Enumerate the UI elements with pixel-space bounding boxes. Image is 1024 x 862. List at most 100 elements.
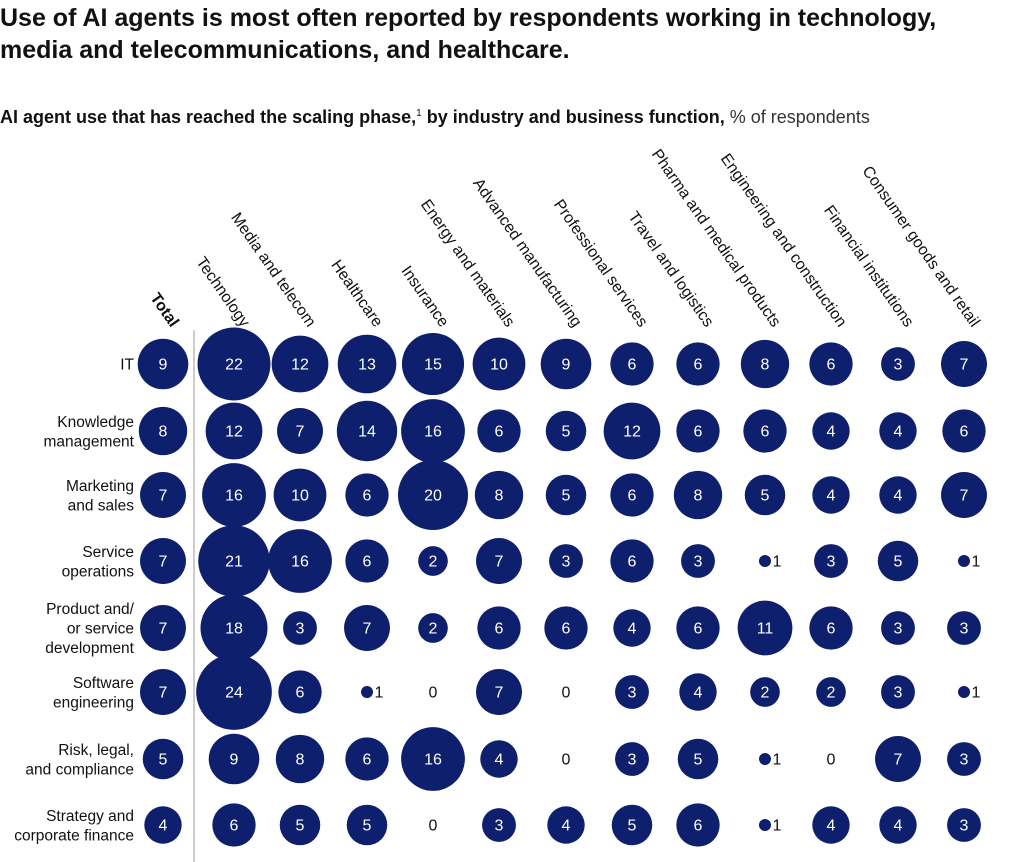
value-label: 5 — [628, 818, 637, 835]
bubble-cell: 5 — [545, 410, 587, 452]
value-label: 5 — [562, 424, 571, 441]
column-header: Engineering and construction — [717, 151, 850, 331]
value-label: 7 — [159, 554, 168, 571]
bubble — [545, 410, 587, 452]
bubble-cell: 2 — [816, 677, 846, 707]
subtitle-main: AI agent use that has reached the scalin… — [0, 107, 417, 127]
bubble — [279, 804, 321, 846]
bubble — [958, 555, 970, 567]
bubble-cell: 12 — [271, 335, 329, 393]
bubble-cell: 2 — [750, 677, 780, 707]
bubble — [474, 470, 524, 520]
value-label: 11 — [757, 621, 774, 638]
bubble — [476, 669, 522, 715]
value-label: 3 — [894, 357, 903, 374]
value-label: 5 — [761, 488, 770, 505]
bubble-cell: 5 — [744, 474, 786, 516]
value-label: 7 — [159, 685, 168, 702]
bubble-cell: 4 — [812, 806, 850, 844]
bubble — [397, 459, 469, 531]
bubble — [212, 803, 256, 847]
bubble — [140, 605, 186, 651]
bubble — [476, 538, 522, 584]
bubble-cell: 4 — [879, 412, 917, 450]
bubble-cell: 3 — [681, 544, 715, 578]
value-label: 4 — [827, 424, 836, 441]
footnote-marker: 1 — [416, 108, 422, 119]
value-label: 6 — [495, 424, 504, 441]
bubble-cell: 0 — [562, 685, 571, 702]
bubble-cell: 4 — [879, 806, 917, 844]
value-label: 3 — [562, 554, 571, 571]
bubble — [200, 594, 268, 662]
value-label: 0 — [562, 685, 571, 702]
value-label: 12 — [291, 357, 309, 374]
bubble-cell: 9 — [137, 338, 189, 390]
value-label: 4 — [628, 621, 637, 638]
bubble-cell: 4 — [144, 806, 182, 844]
bubble — [681, 544, 715, 578]
bubble — [344, 605, 390, 651]
value-label: 6 — [363, 554, 372, 571]
value-label: 6 — [628, 488, 637, 505]
value-label: 3 — [827, 554, 836, 571]
column-header: Consumer goods and retail — [859, 163, 983, 330]
bubble-cell: 11 — [737, 600, 793, 656]
value-label: 6 — [363, 752, 372, 769]
value-label: 9 — [562, 357, 571, 374]
bubble-cell: 7 — [875, 736, 921, 782]
bubble-cell: 16 — [268, 529, 332, 593]
value-label: 10 — [490, 357, 508, 374]
bubble-cell: 1 — [759, 752, 782, 769]
value-label: 3 — [495, 818, 504, 835]
bubble-cell: 0 — [429, 685, 438, 702]
bubble-cell: 7 — [140, 538, 186, 584]
bubble — [205, 402, 263, 460]
bubble — [814, 544, 848, 578]
bubble — [744, 474, 786, 516]
column-header: Technology — [192, 254, 252, 330]
row-label: Risk, legal, and compliance — [25, 742, 134, 779]
value-label: 7 — [363, 621, 372, 638]
column-header: Total — [146, 290, 181, 330]
value-label: 4 — [562, 818, 571, 835]
bubble-cell: 9 — [208, 733, 260, 785]
bubble-cell: 6 — [809, 606, 853, 650]
bubble-cell: 5 — [611, 804, 653, 846]
bubble-cell: 16 — [401, 727, 465, 791]
bubble-cell: 6 — [743, 409, 787, 453]
bubble-cell: 12 — [205, 402, 263, 460]
value-label: 6 — [628, 554, 637, 571]
bubble — [679, 673, 717, 711]
bubble — [947, 742, 981, 776]
value-label: 12 — [623, 424, 641, 441]
bubble-cell: 20 — [397, 459, 469, 531]
bubble-cell: 5 — [877, 540, 919, 582]
value-label: 7 — [159, 488, 168, 505]
bubble-cell: 1 — [759, 818, 782, 835]
bubble — [611, 804, 653, 846]
value-label: 14 — [358, 424, 376, 441]
bubble — [472, 337, 526, 391]
bubble — [278, 670, 322, 714]
value-label: 3 — [960, 818, 969, 835]
value-label: 3 — [296, 621, 305, 638]
bubble-cell: 3 — [549, 544, 583, 578]
bubble — [740, 339, 790, 389]
value-label: 7 — [495, 554, 504, 571]
bubble-cell: 5 — [142, 738, 184, 780]
bubble — [401, 332, 465, 396]
row-label: Service operations — [62, 544, 135, 581]
bubble — [544, 606, 588, 650]
bubble — [816, 677, 846, 707]
bubble-cell: 21 — [198, 525, 270, 597]
bubble-cell: 3 — [881, 611, 915, 645]
bubble — [881, 347, 915, 381]
bubble-cell: 10 — [273, 468, 327, 522]
bubble — [881, 611, 915, 645]
bubble — [418, 613, 448, 643]
bubble — [743, 409, 787, 453]
bubble-cell: 3 — [881, 675, 915, 709]
bubble — [202, 463, 266, 527]
bubble — [345, 539, 389, 583]
